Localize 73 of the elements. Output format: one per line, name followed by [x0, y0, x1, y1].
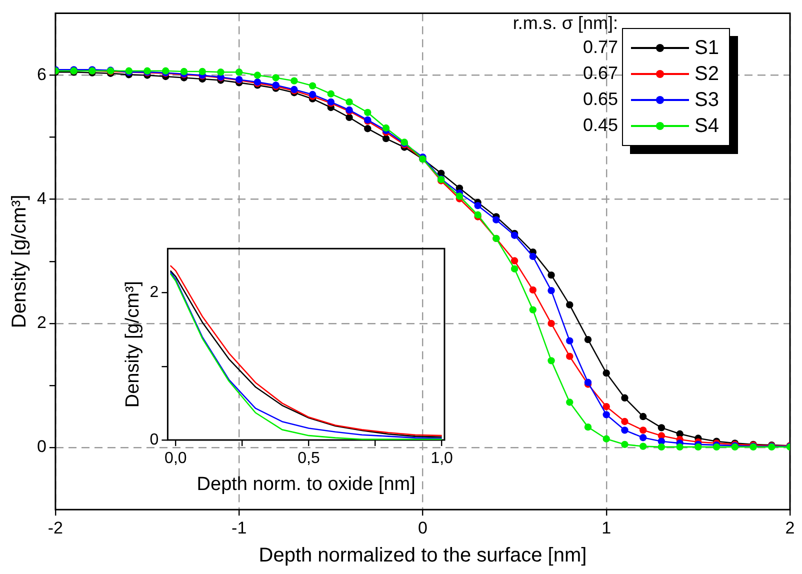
- legend-label: S1: [694, 36, 719, 60]
- point: [621, 418, 628, 426]
- y-tick-label: 4: [36, 189, 46, 208]
- point: [217, 68, 224, 76]
- x-tick-label: 0,0: [164, 450, 187, 468]
- legend-title: r.m.s. σ [nm]:: [512, 12, 618, 34]
- point: [676, 443, 684, 451]
- x-axis-title: Depth normalized to the surface [nm]: [258, 544, 587, 567]
- point: [548, 357, 555, 364]
- y-tick-label: 6: [36, 64, 46, 84]
- point: [639, 426, 647, 434]
- point: [584, 423, 592, 431]
- point: [658, 443, 666, 451]
- point: [198, 68, 206, 76]
- point: [548, 320, 555, 328]
- point: [272, 74, 280, 82]
- legend-label: S4: [694, 114, 719, 138]
- annotation: 0.67: [582, 62, 618, 85]
- y-axis-title: Density [g/cm³]: [8, 194, 31, 328]
- point: [382, 134, 390, 142]
- annotation: 0.45: [582, 114, 618, 137]
- point: [327, 90, 335, 98]
- x-tick-label: 0,5: [298, 450, 320, 468]
- point: [639, 434, 647, 442]
- x-tick-label: 1,0: [430, 450, 454, 468]
- y-tick-label: 2: [36, 313, 46, 332]
- point: [566, 337, 574, 344]
- point: [548, 286, 555, 294]
- point: [510, 257, 518, 264]
- point: [492, 216, 500, 224]
- point: [364, 108, 372, 116]
- point: [584, 336, 592, 344]
- point: [621, 440, 628, 448]
- x-tick-label: 2: [785, 518, 795, 538]
- annotation: 0.77: [582, 36, 618, 59]
- point: [548, 271, 555, 279]
- y-axis-title: Density [g/cm³]: [122, 280, 144, 408]
- point: [621, 394, 628, 402]
- point: [658, 424, 666, 432]
- x-tick-label: 0: [418, 518, 428, 538]
- point: [474, 202, 482, 210]
- point: [308, 82, 316, 90]
- legend-label: S2: [694, 62, 719, 86]
- x-tick-label: -1: [232, 518, 247, 538]
- point: [235, 68, 243, 76]
- point: [346, 98, 353, 106]
- point: [602, 369, 610, 377]
- point: [254, 72, 262, 79]
- point: [694, 443, 702, 451]
- point: [639, 412, 647, 420]
- point: [602, 402, 610, 410]
- point: [382, 124, 390, 132]
- point: [529, 286, 537, 294]
- point: [639, 442, 647, 450]
- point: [621, 426, 628, 434]
- x-tick-label: 1: [602, 518, 612, 538]
- point: [566, 301, 574, 308]
- point: [529, 306, 537, 314]
- x-tick-label: -2: [48, 518, 64, 538]
- point: [602, 435, 610, 442]
- point: [529, 252, 537, 260]
- point: [456, 192, 464, 200]
- point: [566, 398, 574, 406]
- legend-label: S3: [694, 88, 719, 112]
- point: [364, 125, 372, 132]
- point: [290, 77, 298, 84]
- point: [602, 411, 610, 418]
- point: [346, 114, 353, 122]
- point: [510, 265, 518, 272]
- point: [180, 68, 188, 76]
- x-axis-title: Depth norm. to oxide [nm]: [196, 474, 416, 495]
- annotation: 0.65: [582, 88, 618, 111]
- point: [566, 352, 574, 360]
